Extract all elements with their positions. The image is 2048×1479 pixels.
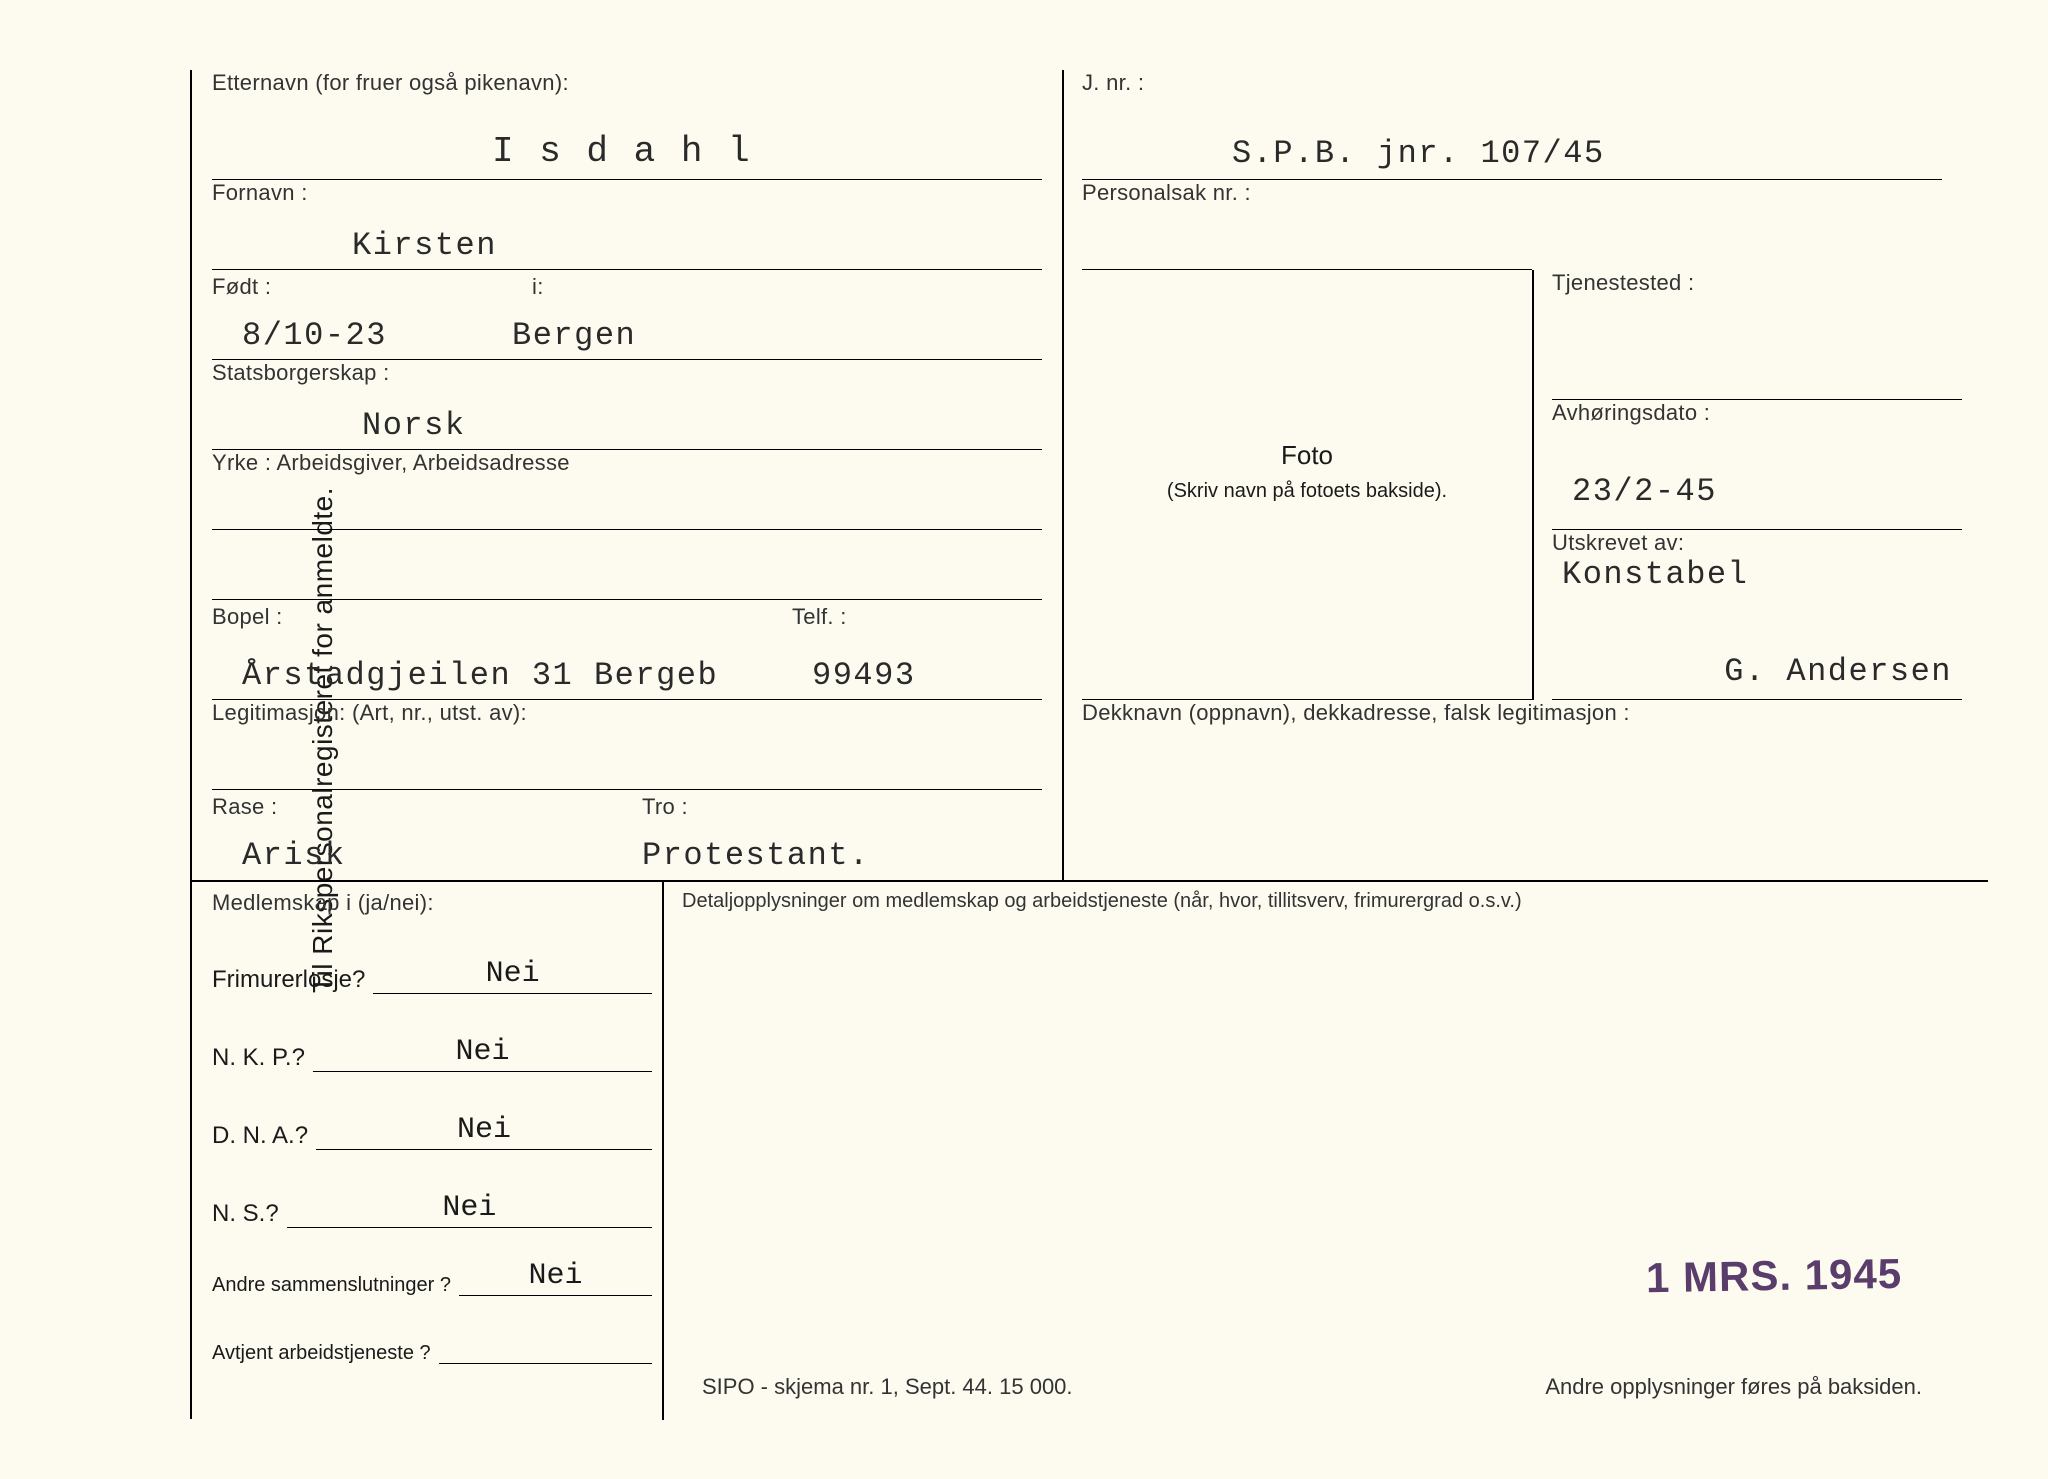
field-utskrevet: Utskrevet av: Konstabel G. Andersen bbox=[1552, 530, 1962, 700]
field-etternavn: Etternavn (for fruer også pikenavn): I s… bbox=[212, 70, 1062, 180]
field-statsborgerskap: Statsborgerskap : Norsk bbox=[212, 360, 1062, 450]
label-detalj: Detaljopplysninger om medlemskap og arbe… bbox=[682, 890, 1962, 913]
value-rase: Arisk bbox=[242, 837, 346, 874]
footer-left: SIPO - skjema nr. 1, Sept. 44. 15 000. bbox=[702, 1374, 1073, 1400]
label-medlemskap: Medlemskap i (ja/nei): bbox=[212, 890, 652, 916]
value-fodt-dato: 8/10-23 bbox=[242, 317, 387, 354]
divider-foto bbox=[1532, 270, 1534, 700]
field-bopel: Bopel : Telf. : Årstadgjeilen 31 Bergeb … bbox=[212, 600, 1062, 700]
value-avtjent bbox=[439, 1361, 652, 1364]
value-nkp: Nei bbox=[313, 1035, 652, 1072]
label-avhoringsdato: Avhøringsdato : bbox=[1552, 400, 1962, 426]
field-legitimasjon: Legitimasjon: (Art, nr., utst. av): bbox=[212, 700, 1062, 790]
label-fodt-i: i: bbox=[532, 274, 544, 300]
label-fodt: Født : bbox=[212, 274, 271, 300]
footer-right: Andre opplysninger føres på baksiden. bbox=[1545, 1374, 1922, 1400]
value-andre: Nei bbox=[459, 1259, 652, 1296]
label-foto-sub: (Skriv navn på fotoets bakside). bbox=[1082, 480, 1532, 503]
label-frimurer: Frimurerlosje? bbox=[212, 966, 373, 994]
value-bopel: Årstadgjeilen 31 Bergeb bbox=[242, 657, 718, 694]
value-avhoringsdato: 23/2-45 bbox=[1572, 473, 1717, 510]
label-tro: Tro : bbox=[642, 794, 688, 820]
row-ns: N. S.? Nei bbox=[212, 1158, 652, 1228]
label-nkp: N. K. P.? bbox=[212, 1044, 313, 1072]
value-statsborgerskap: Norsk bbox=[362, 407, 466, 444]
label-dna: D. N. A.? bbox=[212, 1122, 316, 1150]
date-stamp: 1 MRS. 1945 bbox=[1645, 1250, 1902, 1302]
field-avhoringsdato: Avhøringsdato : 23/2-45 bbox=[1552, 400, 1962, 530]
value-frimurer: Nei bbox=[373, 957, 652, 994]
label-telf: Telf. : bbox=[792, 604, 847, 630]
divider-main bbox=[1062, 70, 1064, 880]
label-dekknavn: Dekknavn (oppnavn), dekkadresse, falsk l… bbox=[1082, 700, 1962, 726]
label-utskrevet: Utskrevet av: bbox=[1552, 530, 1962, 556]
label-rase: Rase : bbox=[212, 794, 277, 820]
row-avtjent: Avtjent arbeidstjeneste ? bbox=[212, 1304, 652, 1364]
field-rase-tro: Rase : Tro : Arisk Protestant. bbox=[212, 790, 1062, 880]
field-personalsak: Personalsak nr. : bbox=[1082, 180, 1532, 270]
field-medlemskap: Medlemskap i (ja/nei): Frimurerlosje? Ne… bbox=[212, 890, 652, 1410]
label-personalsak: Personalsak nr. : bbox=[1082, 180, 1532, 206]
value-telf: 99493 bbox=[812, 657, 916, 694]
row-andre: Andre sammenslutninger ? Nei bbox=[212, 1236, 652, 1296]
field-foto: Foto (Skriv navn på fotoets bakside). bbox=[1082, 270, 1532, 700]
value-fornavn: Kirsten bbox=[352, 227, 497, 264]
value-ns: Nei bbox=[287, 1191, 652, 1228]
row-frimurer: Frimurerlosje? Nei bbox=[212, 924, 652, 994]
label-etternavn: Etternavn (for fruer også pikenavn): bbox=[212, 70, 1062, 96]
label-yrke: Yrke : Arbeidsgiver, Arbeidsadresse bbox=[212, 450, 1062, 476]
field-fodt: Født : i: 8/10-23 Bergen bbox=[212, 270, 1062, 360]
label-bopel: Bopel : bbox=[212, 604, 283, 630]
value-utskrevet2: G. Andersen bbox=[1724, 653, 1952, 690]
field-fornavn: Fornavn : Kirsten bbox=[212, 180, 1062, 270]
value-dna: Nei bbox=[316, 1113, 652, 1150]
field-dekknavn: Dekknavn (oppnavn), dekkadresse, falsk l… bbox=[1082, 700, 1962, 880]
label-fornavn: Fornavn : bbox=[212, 180, 1062, 206]
field-yrke: Yrke : Arbeidsgiver, Arbeidsadresse bbox=[212, 450, 1062, 600]
value-utskrevet1: Konstabel bbox=[1562, 556, 1748, 593]
row-nkp: N. K. P.? Nei bbox=[212, 1002, 652, 1072]
divider-medlem bbox=[662, 880, 664, 1420]
value-tro: Protestant. bbox=[642, 837, 870, 874]
label-tjenestested: Tjenestested : bbox=[1552, 270, 1962, 296]
value-fodt-sted: Bergen bbox=[512, 317, 636, 354]
label-avtjent: Avtjent arbeidstjeneste ? bbox=[212, 1342, 439, 1364]
label-statsborgerskap: Statsborgerskap : bbox=[212, 360, 1062, 386]
underline bbox=[212, 529, 1042, 530]
label-ns: N. S.? bbox=[212, 1200, 287, 1228]
divider-horizontal bbox=[192, 880, 1988, 882]
form-area: Etternavn (for fruer også pikenavn): I s… bbox=[190, 70, 1988, 1419]
label-legitimasjon: Legitimasjon: (Art, nr., utst. av): bbox=[212, 700, 1062, 726]
field-tjenestested: Tjenestested : bbox=[1552, 270, 1962, 400]
field-jnr: J. nr. : S.P.B. jnr. 107/45 bbox=[1082, 70, 1962, 180]
field-detalj: Detaljopplysninger om medlemskap og arbe… bbox=[682, 890, 1962, 1410]
row-dna: D. N. A.? Nei bbox=[212, 1080, 652, 1150]
label-jnr: J. nr. : bbox=[1082, 70, 1962, 96]
label-foto: Foto bbox=[1082, 440, 1532, 471]
value-etternavn: I s d a h l bbox=[492, 131, 752, 172]
record-card: Til Rikspersonalregisteret for anmeldte.… bbox=[40, 40, 2008, 1439]
value-jnr: S.P.B. jnr. 107/45 bbox=[1232, 135, 1605, 172]
label-andre: Andre sammenslutninger ? bbox=[212, 1274, 459, 1296]
